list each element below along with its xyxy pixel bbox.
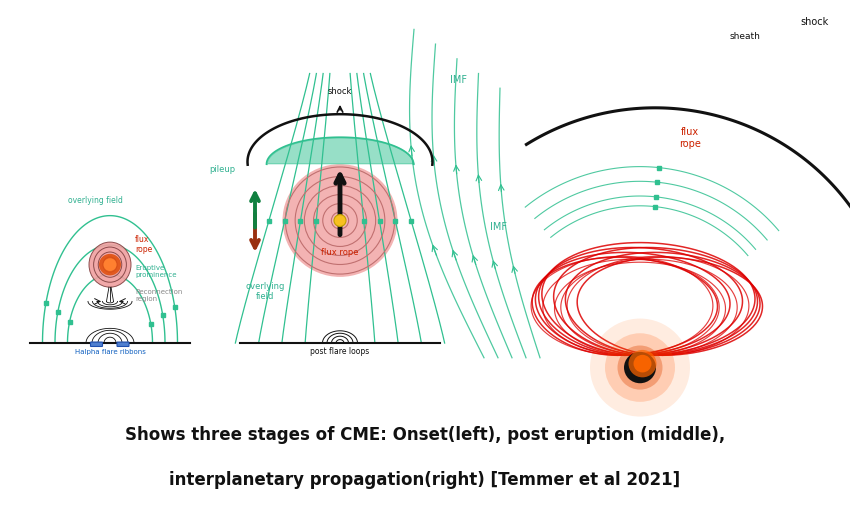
- Text: Eruptive
prominence: Eruptive prominence: [135, 265, 177, 278]
- Text: shock: shock: [800, 16, 828, 26]
- Circle shape: [104, 258, 116, 271]
- Circle shape: [624, 352, 656, 383]
- Text: post flare loops: post flare loops: [310, 347, 370, 356]
- Text: Reconnection
region: Reconnection region: [135, 290, 183, 302]
- Circle shape: [633, 355, 651, 372]
- Text: Halpha flare ribbons: Halpha flare ribbons: [75, 349, 145, 355]
- Circle shape: [334, 215, 346, 227]
- Ellipse shape: [89, 242, 131, 287]
- Text: overlying
field: overlying field: [246, 281, 285, 301]
- Circle shape: [628, 350, 656, 377]
- Text: IMF: IMF: [450, 75, 467, 85]
- Text: interplanetary propagation(right) [Temmer et al 2021]: interplanetary propagation(right) [Temme…: [169, 470, 681, 489]
- FancyBboxPatch shape: [90, 342, 103, 346]
- Text: flux
rope: flux rope: [679, 128, 701, 149]
- Text: IMF: IMF: [490, 223, 507, 232]
- Circle shape: [626, 354, 654, 382]
- Text: sheath: sheath: [730, 32, 761, 41]
- Text: pileup: pileup: [209, 165, 235, 174]
- Circle shape: [99, 254, 121, 275]
- Circle shape: [282, 164, 398, 277]
- Text: shock: shock: [328, 86, 352, 96]
- Text: flux
rope: flux rope: [135, 235, 152, 255]
- Circle shape: [617, 345, 662, 390]
- FancyBboxPatch shape: [117, 342, 129, 346]
- Circle shape: [605, 333, 675, 402]
- Text: flux rope: flux rope: [321, 248, 359, 257]
- Text: Shows three stages of CME: Onset(left), post eruption (middle),: Shows three stages of CME: Onset(left), …: [125, 426, 725, 444]
- Circle shape: [632, 360, 648, 375]
- Circle shape: [590, 319, 690, 417]
- Text: overlying field: overlying field: [67, 197, 122, 205]
